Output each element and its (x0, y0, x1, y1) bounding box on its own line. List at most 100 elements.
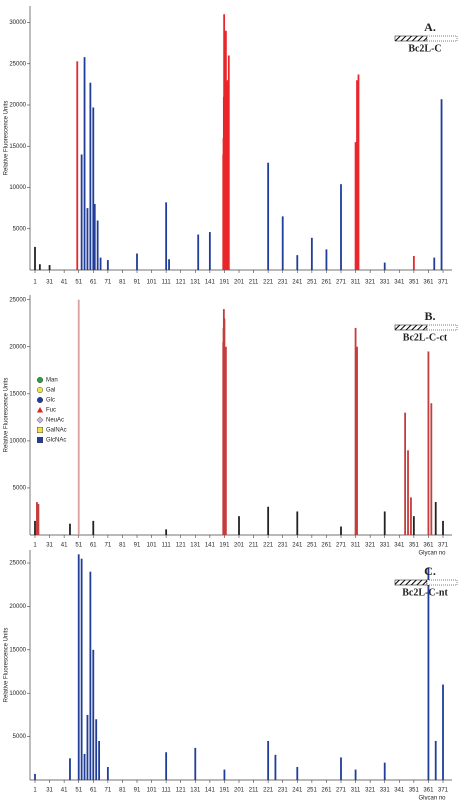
bar (98, 740, 101, 780)
x-tick-label: 111 (162, 280, 172, 286)
bar (165, 529, 168, 535)
legend-label: GalNAc (46, 428, 67, 434)
x-tick-label: 361 (423, 543, 434, 549)
x-tick-label: 141 (205, 543, 216, 549)
y-tick-label: 20000 (9, 604, 26, 610)
bar (194, 747, 197, 780)
x-axis-label: Glycan no (418, 551, 446, 557)
x-tick-label: 1 (33, 280, 37, 286)
x-tick-label: 191 (219, 788, 230, 794)
bar (412, 255, 415, 270)
x-tick-label: 61 (90, 543, 97, 549)
bar (442, 520, 444, 535)
y-tick-label: 10000 (9, 185, 26, 191)
x-tick-label: 341 (394, 788, 405, 794)
legend-label: Gal (46, 388, 55, 394)
bar (168, 259, 170, 270)
bar (296, 255, 299, 270)
legend-symbol (36, 416, 44, 424)
legend-symbol (37, 387, 44, 394)
bar (95, 719, 98, 780)
x-tick-label: 211 (249, 280, 259, 286)
bar (38, 264, 41, 270)
bar (83, 57, 86, 271)
x-tick-label: 251 (307, 280, 318, 286)
x-tick-label: 31 (46, 543, 53, 549)
x-tick-label: 71 (105, 788, 112, 794)
bar (106, 260, 109, 270)
x-tick-label: 141 (205, 788, 216, 794)
x-tick-label: 351 (409, 280, 420, 286)
bar (383, 262, 386, 270)
bar (440, 99, 443, 270)
legend-symbol (37, 427, 44, 434)
bar (80, 558, 83, 780)
x-tick-label: 121 (176, 543, 187, 549)
x-tick-label: 251 (307, 543, 318, 549)
legend-symbol (37, 407, 43, 413)
y-tick-label: 15000 (9, 647, 26, 653)
x-tick-label: 131 (190, 280, 201, 286)
x-tick-label: 331 (380, 543, 391, 549)
bar (442, 684, 444, 780)
y-tick-label: 5000 (13, 486, 27, 492)
x-tick-label: 311 (351, 543, 361, 549)
bar (69, 758, 71, 780)
y-axis-label: Relative Fluorescence Units (4, 101, 10, 176)
legend-label: NeuAc (46, 418, 64, 424)
bar (37, 503, 40, 535)
bar (434, 740, 437, 780)
bar (267, 740, 270, 780)
x-tick-label: 241 (292, 543, 303, 549)
bar (106, 766, 109, 780)
x-tick-label: 361 (423, 280, 434, 286)
bar (226, 80, 229, 270)
x-tick-label: 81 (119, 280, 126, 286)
x-tick-label: 221 (263, 788, 274, 794)
x-tick-label: 211 (249, 543, 259, 549)
bar (99, 257, 102, 270)
y-tick-label: 30000 (9, 20, 26, 26)
bar (410, 497, 412, 535)
bar (296, 511, 299, 535)
bar (165, 752, 168, 780)
x-tick-label: 91 (134, 543, 141, 549)
bar (223, 318, 226, 535)
legend-label: Man (46, 378, 58, 384)
bar (356, 346, 358, 535)
x-tick-label: 211 (249, 788, 259, 794)
panel-label: A. (424, 20, 436, 34)
x-tick-label: 371 (438, 788, 449, 794)
bar (238, 516, 240, 535)
x-tick-label: 41 (61, 280, 68, 286)
x-tick-label: 1 (33, 788, 37, 794)
x-tick-label: 91 (134, 788, 141, 794)
x-tick-label: 121 (176, 280, 187, 286)
x-tick-label: 351 (409, 543, 420, 549)
bar (227, 55, 230, 270)
bar (430, 403, 433, 535)
x-tick-label: 111 (162, 788, 172, 794)
bar (340, 184, 342, 270)
bar (77, 299, 80, 535)
legend-label: Fuc (46, 408, 56, 414)
x-tick-label: 231 (278, 543, 289, 549)
legend-symbol (37, 397, 44, 404)
x-tick-label: 231 (278, 280, 289, 286)
x-tick-label: 361 (423, 788, 434, 794)
x-tick-label: 321 (365, 280, 376, 286)
x-tick-label: 31 (46, 280, 53, 286)
bar (83, 753, 86, 780)
protein-bar-n (394, 35, 428, 42)
x-tick-label: 51 (75, 788, 82, 794)
y-tick-label: 15000 (9, 391, 26, 397)
x-tick-label: 271 (336, 788, 347, 794)
x-tick-label: 191 (219, 543, 230, 549)
bar (281, 216, 284, 270)
bar (267, 162, 270, 270)
y-tick-label: 5000 (13, 226, 27, 232)
bar (86, 208, 89, 270)
bar (80, 154, 83, 270)
bar (267, 506, 270, 535)
